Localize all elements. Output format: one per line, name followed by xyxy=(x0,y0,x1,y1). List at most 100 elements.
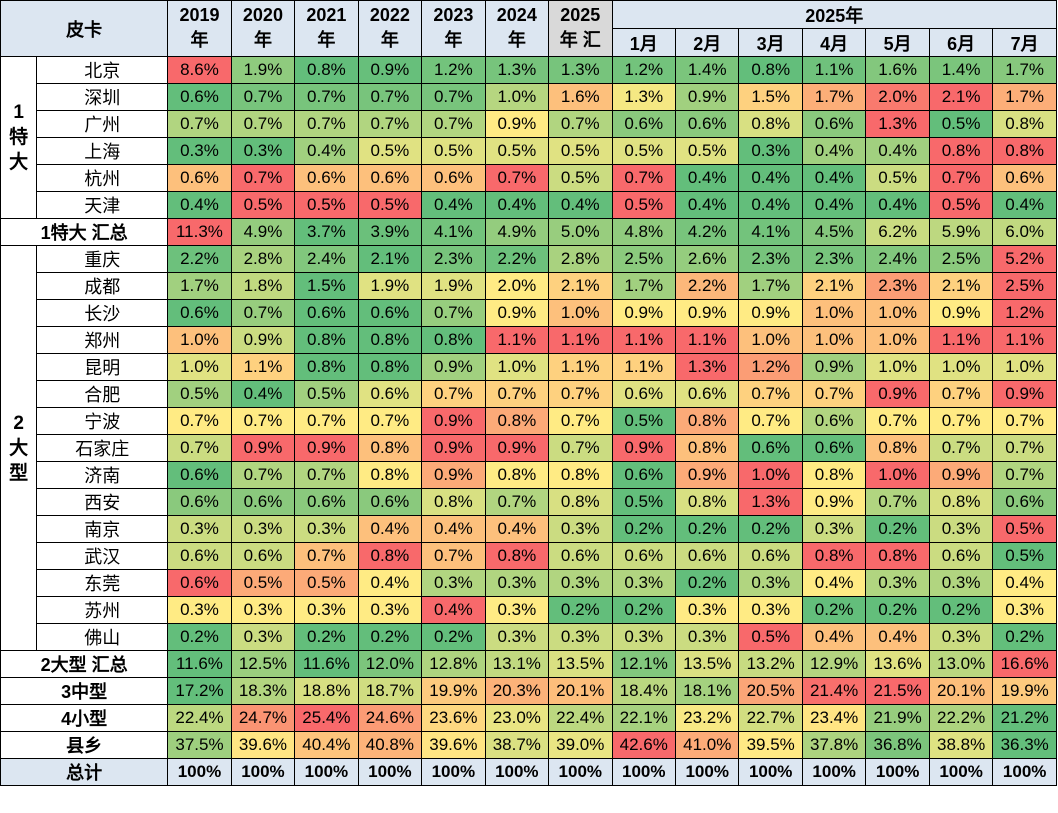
value-cell: 0.3% xyxy=(611,623,676,651)
value-cell: 0.7% xyxy=(421,110,486,138)
value-cell: 1.0% xyxy=(801,326,867,354)
value-cell: 0.6% xyxy=(611,542,676,570)
value-cell: 0.8% xyxy=(738,56,803,84)
city-label: 西安 xyxy=(36,488,169,516)
value-cell: 0.6% xyxy=(167,542,232,570)
value-cell: 13.5% xyxy=(548,650,613,678)
value-cell: 0.8% xyxy=(357,434,423,462)
value-cell: 19.9% xyxy=(421,677,486,705)
value-cell: 13.6% xyxy=(865,650,930,678)
value-cell: 0.3% xyxy=(738,137,803,165)
value-cell: 0.5% xyxy=(294,569,359,597)
value-cell: 39.6% xyxy=(230,731,296,759)
value-cell: 18.1% xyxy=(674,677,740,705)
value-cell: 21.5% xyxy=(865,677,930,705)
value-cell: 6.0% xyxy=(992,218,1057,246)
value-cell: 0.6% xyxy=(167,488,232,516)
value-cell: 0.2% xyxy=(167,623,232,651)
value-cell: 0.4% xyxy=(484,515,550,543)
value-cell: 0.3% xyxy=(674,596,740,624)
value-cell: 18.7% xyxy=(357,677,423,705)
value-cell: 0.9% xyxy=(992,380,1057,408)
value-cell: 1.2% xyxy=(421,56,486,84)
value-cell: 0.7% xyxy=(421,380,486,408)
value-cell: 0.8% xyxy=(801,542,867,570)
value-cell: 0.6% xyxy=(611,461,676,489)
value-cell: 0.6% xyxy=(674,110,740,138)
value-cell: 0.4% xyxy=(865,137,930,165)
value-cell: 0.8% xyxy=(357,326,423,354)
value-cell: 0.6% xyxy=(801,434,867,462)
value-cell: 0.8% xyxy=(865,434,930,462)
value-cell: 13.0% xyxy=(928,650,994,678)
value-cell: 42.6% xyxy=(611,731,676,759)
value-cell: 0.4% xyxy=(738,191,803,219)
value-cell: 0.3% xyxy=(801,515,867,543)
value-cell: 0.9% xyxy=(421,461,486,489)
value-cell: 0.5% xyxy=(738,623,803,651)
value-cell: 0.4% xyxy=(992,569,1057,597)
value-cell: 1.7% xyxy=(801,83,867,111)
value-cell: 0.4% xyxy=(865,191,930,219)
month-header: 6月 xyxy=(928,28,994,57)
value-cell: 0.5% xyxy=(611,407,676,435)
value-cell: 0.7% xyxy=(865,488,930,516)
value-cell: 100% xyxy=(738,758,803,786)
value-cell: 0.6% xyxy=(294,299,359,327)
value-cell: 24.7% xyxy=(230,704,296,732)
value-cell: 0.4% xyxy=(801,623,867,651)
value-cell: 0.7% xyxy=(357,83,423,111)
table-row: 东莞 0.6% 0.5% 0.5% 0.4% 0.3% 0.3% 0.3% 0.3% 0.2% 0.… xyxy=(1,569,1057,597)
value-cell: 0.3% xyxy=(230,596,296,624)
year-header-bottom: 年 xyxy=(253,30,272,50)
value-cell: 0.6% xyxy=(357,488,423,516)
city-label: 武汉 xyxy=(36,542,169,570)
value-cell: 0.5% xyxy=(674,137,740,165)
value-cell: 5.2% xyxy=(992,245,1057,273)
value-cell: 0.2% xyxy=(294,623,359,651)
value-cell: 0.6% xyxy=(928,542,994,570)
value-cell: 25.4% xyxy=(294,704,359,732)
value-cell: 2.1% xyxy=(548,272,613,300)
value-cell: 0.7% xyxy=(548,380,613,408)
summary-label: 2大型 汇总 xyxy=(0,650,169,678)
value-cell: 1.3% xyxy=(865,110,930,138)
value-cell: 0.4% xyxy=(167,191,232,219)
value-cell: 13.5% xyxy=(674,650,740,678)
value-cell: 23.4% xyxy=(801,704,867,732)
value-cell: 0.7% xyxy=(357,110,423,138)
value-cell: 0.8% xyxy=(548,461,613,489)
value-cell: 1.0% xyxy=(801,299,867,327)
value-cell: 5.0% xyxy=(548,218,613,246)
value-cell: 2.0% xyxy=(865,83,930,111)
value-cell: 2.4% xyxy=(294,245,359,273)
value-cell: 0.3% xyxy=(484,596,550,624)
value-cell: 0.6% xyxy=(801,110,867,138)
value-cell: 2.3% xyxy=(865,272,930,300)
summary-row: 2大型 汇总 11.6% 12.5% 11.6% 12.0% 12.8% 13.1% 13.5… xyxy=(0,650,1057,678)
value-cell: 4.2% xyxy=(674,218,740,246)
value-cell: 0.7% xyxy=(421,542,486,570)
table-row: 2 大型重庆 2.2% 2.8% 2.4% 2.1% 2.3% 2.2% 2.8% 2.5% 2.6… xyxy=(0,245,1057,651)
value-cell: 0.7% xyxy=(230,407,296,435)
value-cell: 0.6% xyxy=(611,380,676,408)
value-cell: 2.6% xyxy=(674,245,740,273)
value-cell: 1.5% xyxy=(738,83,803,111)
value-cell: 0.7% xyxy=(738,407,803,435)
value-cell: 20.5% xyxy=(738,677,803,705)
value-cell: 0.5% xyxy=(294,380,359,408)
value-cell: 100% xyxy=(801,758,867,786)
value-cell: 0.6% xyxy=(421,164,486,192)
table-row: 县乡 37.5% 39.6% 40.4% 40.8% 39.6% 38.7% 39.0% 42.… xyxy=(0,731,1057,759)
value-cell: 0.9% xyxy=(421,407,486,435)
value-cell: 0.2% xyxy=(421,623,486,651)
value-cell: 100% xyxy=(167,758,232,786)
value-cell: 39.0% xyxy=(548,731,613,759)
value-cell: 0.9% xyxy=(484,434,550,462)
value-cell: 0.6% xyxy=(357,380,423,408)
value-cell: 0.3% xyxy=(928,569,994,597)
city-label: 苏州 xyxy=(36,596,169,624)
value-cell: 0.9% xyxy=(484,299,550,327)
value-cell: 0.6% xyxy=(357,164,423,192)
